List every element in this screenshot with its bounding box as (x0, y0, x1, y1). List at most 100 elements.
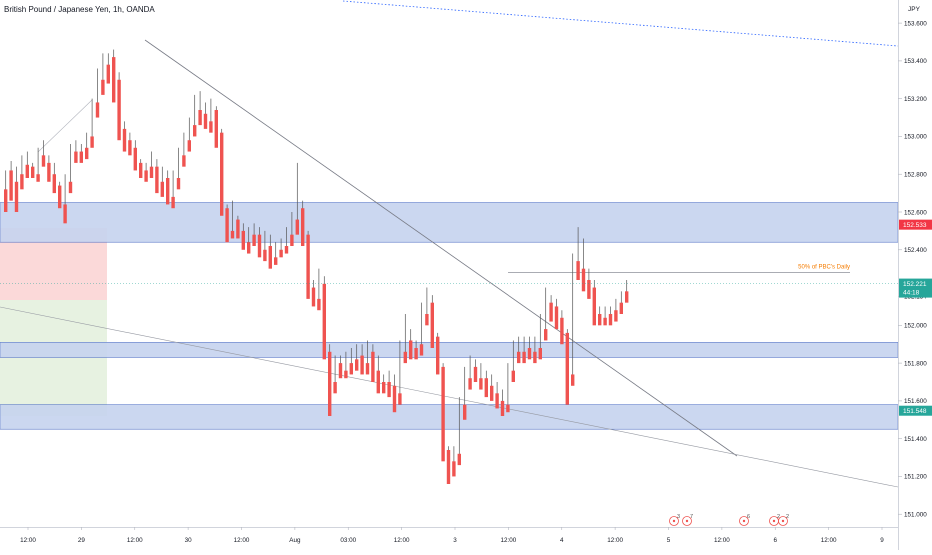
candle (322, 276, 326, 360)
candle (603, 306, 607, 326)
candle-body (155, 166, 159, 194)
candle (522, 336, 526, 364)
reward-box (0, 300, 107, 416)
candle (52, 162, 56, 194)
candle-body (484, 378, 488, 398)
candle (414, 340, 418, 360)
candle-body (74, 151, 78, 163)
event-dot-icon (742, 519, 746, 523)
candle (149, 151, 154, 178)
support-level-label: 151.548 (899, 405, 932, 416)
event-dot-icon (672, 519, 676, 523)
candle-body (533, 351, 537, 364)
candle (392, 374, 397, 413)
candle-body (58, 185, 62, 209)
candle (387, 370, 391, 398)
middle-demand-zone (0, 342, 899, 358)
lower-trendline[interactable] (0, 306, 899, 488)
small-trendline[interactable] (37, 99, 93, 153)
candle-body (149, 166, 154, 178)
candle (290, 212, 294, 246)
candle (425, 287, 429, 326)
candle (419, 302, 424, 356)
candle (301, 200, 305, 246)
candle (139, 159, 143, 178)
candle-body (392, 385, 397, 413)
candle (344, 351, 348, 379)
candle (274, 242, 278, 265)
candle-body (495, 393, 499, 409)
candle-body (279, 249, 283, 258)
candle (209, 98, 213, 133)
candle-body (14, 181, 19, 212)
candle (430, 295, 434, 348)
time-tick-label: 12:00 (234, 537, 250, 544)
candle-body (176, 178, 181, 190)
candle (576, 227, 580, 280)
time-axis[interactable]: 12:00 29 12:00 30 12:00 Aug 03:00 12:00 3 12:00 4 1… (20, 527, 884, 544)
candle (317, 268, 321, 311)
resistance-level-label-bg (899, 219, 932, 230)
candle-body (576, 261, 580, 280)
candle (193, 94, 197, 137)
candle (198, 91, 202, 126)
price-tick-label: 152.600 (904, 209, 927, 216)
candle-body (85, 147, 89, 160)
candle (41, 140, 46, 167)
candle (495, 382, 499, 409)
candle-body (284, 246, 289, 254)
candle (160, 166, 164, 197)
candle-body (608, 314, 613, 326)
candle (549, 295, 553, 322)
candle (463, 366, 467, 420)
time-tick-label: 12:00 (821, 537, 837, 544)
candle-body (25, 164, 29, 178)
candle (592, 280, 596, 326)
candle-body (306, 234, 310, 299)
candle-body (317, 298, 321, 311)
candle-body (198, 110, 202, 126)
candle-body (581, 268, 586, 292)
candle-body (625, 291, 629, 303)
candle (268, 234, 272, 269)
candle (500, 389, 505, 416)
candle-body (9, 170, 13, 201)
candle (306, 230, 310, 299)
candle (128, 132, 132, 156)
candle-body (31, 166, 35, 178)
resistance-level-label-text: 152.533 (903, 222, 927, 229)
candle (544, 287, 548, 341)
price-tick-label: 153.000 (904, 134, 927, 141)
candle-body (117, 79, 121, 141)
candle-body (473, 366, 478, 382)
candle-body (522, 351, 526, 364)
candle (311, 280, 316, 307)
candle (101, 53, 105, 95)
candle-body (414, 348, 418, 360)
candle-body (468, 378, 472, 390)
candle-body (106, 64, 110, 84)
price-axis[interactable]: 153.600 153.400 153.200 153.000 152.800 152.6… (898, 20, 927, 519)
candle-body (95, 102, 100, 118)
candle-body (20, 174, 24, 190)
dotted-trendline[interactable] (342, 0, 899, 47)
candle (155, 159, 159, 194)
candles-layer (4, 49, 629, 484)
candle-body (338, 363, 343, 379)
candle (506, 363, 510, 413)
candle-body (257, 234, 262, 258)
upper-trendline[interactable] (144, 39, 738, 457)
annotation-layer: 50% of PBC's Daily (508, 264, 850, 273)
candle (436, 332, 440, 375)
candle-body (230, 230, 235, 239)
candle (446, 446, 451, 484)
candle-body (166, 178, 170, 205)
candle-body (614, 310, 618, 322)
candle (338, 355, 343, 379)
candle (560, 310, 564, 345)
candle-body (430, 302, 434, 348)
price-tick-label: 153.400 (904, 58, 927, 65)
